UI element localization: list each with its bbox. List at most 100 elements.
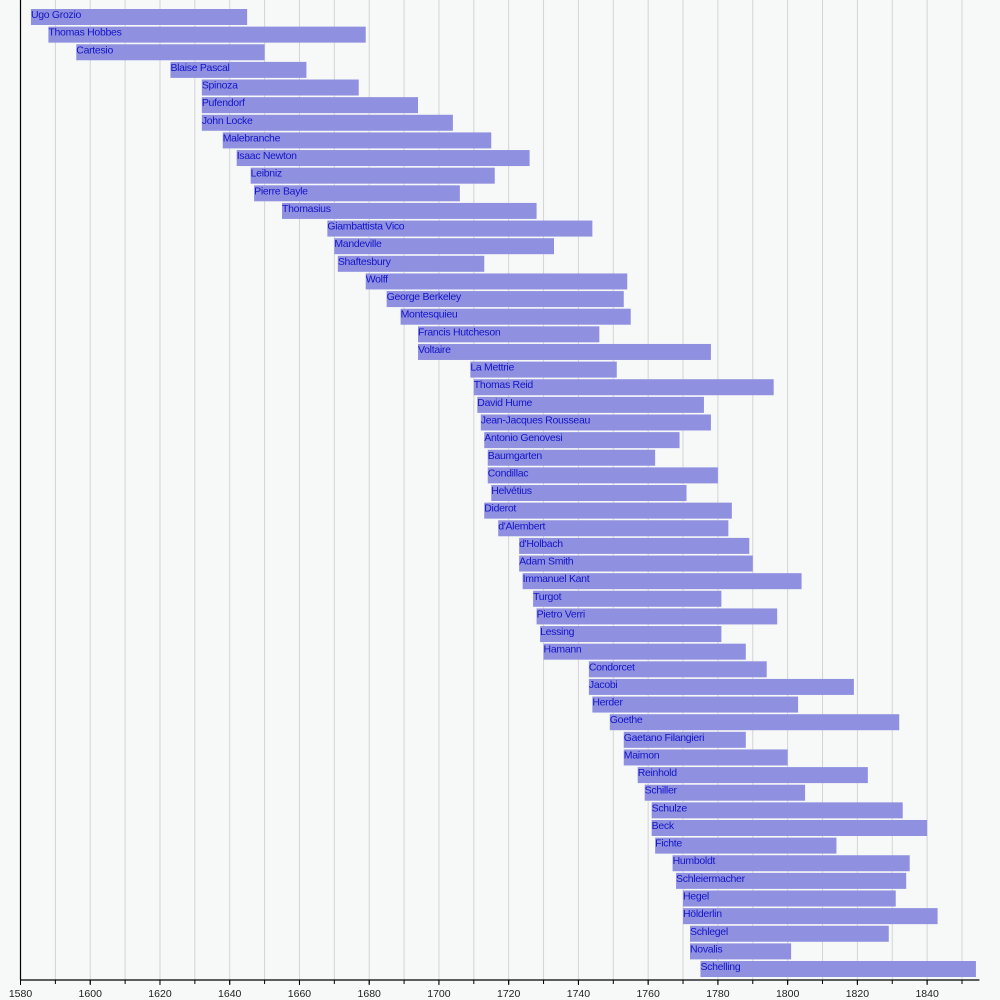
bar-label: Schlegel	[690, 926, 728, 938]
timeline-entry: Goethe	[609, 714, 900, 731]
timeline-entry: Immanuel Kant	[522, 573, 802, 590]
lifespan-bar	[222, 132, 492, 149]
lifespan-bar	[533, 590, 722, 607]
timeline-entry: Diderot	[484, 502, 732, 519]
bar-label: Antonio Genovesi	[484, 432, 562, 444]
timeline-entry: Schiller	[644, 784, 806, 801]
x-tick-label: 1600	[79, 988, 103, 1000]
bar-label: Condorcet	[589, 661, 635, 673]
bar-label: Helvétius	[491, 485, 532, 497]
bar-label: Schulze	[652, 802, 688, 814]
lifespan-bar	[690, 925, 889, 942]
lifespan-bar	[700, 961, 976, 978]
lifespan-bar	[334, 238, 555, 255]
timeline-entry: Schleiermacher	[676, 872, 907, 889]
bar-label: Cartesio	[76, 44, 113, 56]
lifespan-bar	[477, 396, 704, 413]
lifespan-bar	[543, 643, 746, 660]
lifespan-bar	[623, 749, 788, 766]
bar-label: d'Alembert	[498, 520, 545, 532]
bar-label: Isaac Newton	[237, 150, 297, 162]
lifespan-bar	[522, 573, 802, 590]
timeline-entry: Hamann	[543, 643, 746, 660]
x-tick-label: 1680	[358, 988, 382, 1000]
lifespan-bar	[609, 714, 900, 731]
lifespan-bar	[683, 908, 938, 925]
bar-label: Hölderlin	[683, 908, 722, 920]
lifespan-bar	[170, 61, 307, 78]
bar-label: David Hume	[477, 397, 532, 409]
x-axis: 1580 1600 1620 1640 1660 1680 1700 1720 1740 1760…	[9, 0, 980, 1000]
lifespan-bar	[487, 467, 718, 484]
timeline-entry: Jacobi	[588, 678, 854, 695]
x-tick-label: 1740	[567, 988, 591, 1000]
x-tick-label: 1640	[218, 988, 242, 1000]
timeline-entry: Francis Hutcheson	[418, 326, 600, 343]
timeline-entry: Schulze	[651, 802, 903, 819]
lifespan-bar	[418, 343, 711, 360]
lifespan-bar	[201, 79, 359, 96]
bar-label: Thomas Hobbes	[48, 27, 121, 39]
bar-label: Giambattista Vico	[327, 221, 404, 233]
bar-label: Malebranche	[223, 132, 281, 144]
bar-label: Schelling	[700, 961, 740, 973]
timeline-entry: Cartesio	[76, 44, 265, 61]
lifespan-bar	[498, 520, 729, 537]
timeline-entry: Shaftesbury	[337, 255, 485, 272]
lifespan-bar	[588, 661, 767, 678]
lifespan-bar	[536, 608, 778, 625]
bar-label: La Mettrie	[470, 362, 514, 374]
lifespan-bar	[484, 502, 732, 519]
lifespan-bar	[386, 291, 624, 308]
bar-label: Thomasius	[282, 203, 331, 215]
lifespan-bar	[470, 361, 617, 378]
bar-label: Blaise Pascal	[170, 62, 229, 74]
lifespan-bar	[473, 379, 774, 396]
lifespan-bar	[418, 326, 600, 343]
lifespan-bar	[365, 273, 628, 290]
lifespan-bar	[592, 696, 799, 713]
bar-label: George Berkeley	[387, 291, 462, 303]
timeline-entry: John Locke	[201, 114, 453, 131]
timeline-entry: Lessing	[540, 626, 722, 643]
bar-label: Spinoza	[202, 80, 238, 92]
bar-label: Voltaire	[418, 344, 451, 356]
lifespan-bar	[327, 220, 593, 237]
bar-label: Shaftesbury	[338, 256, 392, 268]
timeline-entry: Hölderlin	[683, 908, 938, 925]
bar-label: Diderot	[484, 503, 516, 515]
bar-label: Wolff	[366, 273, 388, 285]
bar-label: Schleiermacher	[676, 873, 746, 885]
bar-label: Jacobi	[589, 679, 618, 691]
bar-label: Ugo Grozio	[31, 9, 82, 21]
timeline-entry: Thomasius	[282, 202, 537, 219]
timeline-entry: Schelling	[700, 961, 976, 978]
timeline-entry: Montesquieu	[400, 308, 631, 325]
bar-label: Humboldt	[673, 855, 716, 867]
bar-label: Thomas Reid	[474, 379, 534, 391]
timeline-entry: Beck	[651, 819, 928, 836]
lifespan-bar	[540, 626, 722, 643]
timeline-entry: Blaise Pascal	[170, 61, 307, 78]
timeline-entry: Condorcet	[588, 661, 767, 678]
lifespan-bar	[484, 432, 680, 449]
timeline-entry: Reinhold	[637, 767, 868, 784]
timeline-entry: Novalis	[690, 943, 792, 960]
bars: Ugo Grozio Thomas Hobbes Cartesio Blaise Pa…	[30, 9, 976, 978]
timeline-entry: Malebranche	[222, 132, 492, 149]
x-tick-label: 1660	[288, 988, 312, 1000]
timeline-entry: Giambattista Vico	[327, 220, 593, 237]
bar-label: Hegel	[683, 891, 709, 903]
x-tick-label: 1700	[427, 988, 451, 1000]
timeline-entry: George Berkeley	[386, 291, 624, 308]
lifespan-bar	[487, 449, 656, 466]
lifespan-bar	[672, 855, 910, 872]
bar-label: Mandeville	[334, 238, 382, 250]
bar-label: Novalis	[690, 943, 722, 955]
timeline-entry: Baumgarten	[487, 449, 656, 466]
bar-label: Maimon	[624, 749, 660, 761]
bar-label: Baumgarten	[488, 450, 543, 462]
timeline-entry: Helvétius	[491, 485, 687, 502]
bar-label: Turgot	[533, 591, 562, 603]
bar-label: Lessing	[540, 626, 575, 638]
